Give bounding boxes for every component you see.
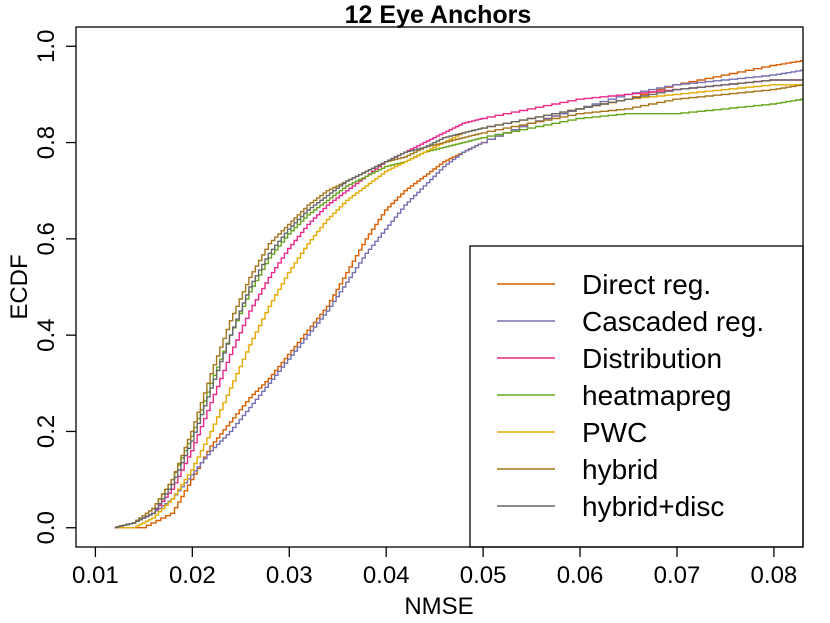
x-tick-label: 0.03 [266,562,313,589]
legend-label: hybrid+disc [582,491,724,522]
legend-label: Direct reg. [582,269,711,300]
y-axis-label: ECDF [6,254,33,319]
x-tick-label: 0.06 [557,562,604,589]
legend-label: Cascaded reg. [582,306,764,337]
x-axis: 0.01 0.02 0.03 0.04 0.05 0.06 0.07 0.08 [72,547,797,589]
legend-box [469,245,804,548]
y-tick-label: 0.4 [33,318,60,351]
y-tick-label: 0.6 [33,222,60,255]
legend-label: hybrid [582,454,658,485]
x-tick-label: 0.08 [751,562,798,589]
series-layer [114,60,803,529]
plot-area [114,60,803,529]
y-tick-label: 0.8 [33,126,60,159]
series-line-1 [114,69,803,529]
x-tick-label: 0.04 [363,562,410,589]
chart-title: 12 Eye Anchors [345,1,532,29]
series-line-2 [114,79,803,529]
x-tick-label: 0.01 [72,562,119,589]
legend-label: heatmapreg [582,380,731,411]
x-tick-label: 0.07 [654,562,701,589]
legend-label: Distribution [582,343,722,374]
y-axis: 0.0 0.2 0.4 0.6 0.8 1.0 [33,30,76,544]
y-tick-label: 0.2 [33,415,60,448]
legend: Direct reg. Cascaded reg. Distribution heat… [469,245,804,548]
x-tick-label: 0.05 [460,562,507,589]
y-tick-label: 0.0 [33,511,60,544]
legend-label: PWC [582,417,647,448]
x-axis-label: NMSE [404,593,473,620]
legend-items: Direct reg. Cascaded reg. Distribution heat… [497,269,764,522]
y-tick-label: 1.0 [33,30,60,63]
x-tick-label: 0.02 [169,562,216,589]
series-line-6 [114,79,803,529]
